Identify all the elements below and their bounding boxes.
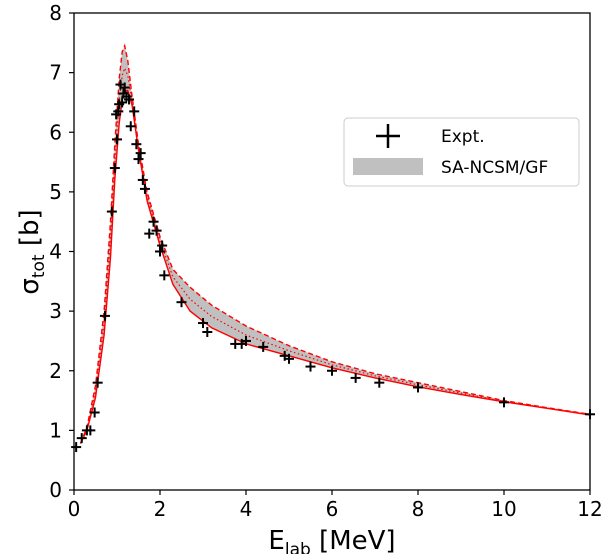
y-tick-label: 7 [49,61,62,85]
x-tick-label: 10 [491,497,516,521]
expt-point [413,382,423,393]
expt-point [258,341,269,352]
expt-point [327,365,337,376]
x-axis-label-main: E [268,526,284,554]
y-axis-label-unit: [b] [15,209,45,254]
expt-point [159,270,170,281]
y-axis-label-sub: tot [29,254,49,278]
y-tick-label: 3 [49,299,62,323]
x-tick-label: 0 [68,497,81,521]
expt-point [198,318,208,329]
x-tick-label: 8 [412,497,425,521]
x-axis-label-sub: lab [285,540,311,554]
expt-point [135,148,146,159]
expt-point [157,240,168,251]
y-tick-label: 6 [49,120,62,144]
expt-point [106,206,117,217]
x-axis-label-unit: [MeV] [311,526,396,554]
sa-ncsm-gf-band [80,45,590,444]
expt-point [144,228,155,239]
expt-point [305,361,316,372]
upper-curve [79,43,591,444]
y-tick-label: 0 [49,478,62,502]
band-layer [80,45,590,444]
y-tick-label: 5 [49,180,62,204]
x-tick-label: 2 [154,497,167,521]
expt-point [133,154,144,165]
expt-point [112,134,122,145]
legend-expt-marker [376,124,400,148]
expt-point [76,433,87,444]
x-tick-label: 4 [240,497,253,521]
expt-point [148,216,159,227]
expt-point [89,407,100,418]
expt-points [71,79,595,453]
x-axis-label: Elab [MeV] [268,526,395,554]
plot-frame [73,12,591,491]
expt-point [202,326,213,337]
expt-point [117,97,128,108]
expt-point [85,425,96,436]
y-tick-label: 2 [49,359,62,383]
legend-expt-label: Expt. [441,127,485,147]
expt-point [124,94,135,105]
x-axis-ticks: 0 2 4 6 8 10 12 [68,490,603,521]
y-tick-label: 1 [49,418,62,442]
legend: Expt. SA-NCSM/GF [343,117,580,187]
expt-point [137,174,148,185]
expt-point [129,106,140,117]
expt-point [99,310,110,321]
curve-layer [79,43,591,444]
expt-point [131,139,142,150]
expt-point [151,225,162,236]
legend-band-swatch [353,158,423,175]
expt-point [119,82,130,93]
expt-point [176,297,187,308]
y-tick-label: 8 [49,1,62,25]
expt-point [241,335,251,346]
expt-point [125,121,136,132]
expt-point [284,353,294,364]
y-axis-label: σtot [b] [15,209,49,294]
y-tick-label: 4 [49,240,62,264]
expt-point [499,397,509,408]
y-axis-label-main: σ [15,278,45,294]
expt-point [109,163,120,174]
y-axis-ticks: 0 1 2 3 4 5 6 7 8 [49,1,74,502]
x-tick-label: 6 [326,497,339,521]
expt-point [92,377,103,388]
expt-point [155,246,165,257]
expt-point [350,372,361,383]
x-tick-label: 12 [577,497,602,521]
expt-point [374,377,385,388]
legend-band-label: SA-NCSM/GF [441,158,548,178]
expt-point [139,183,150,194]
expt-point [71,442,82,453]
